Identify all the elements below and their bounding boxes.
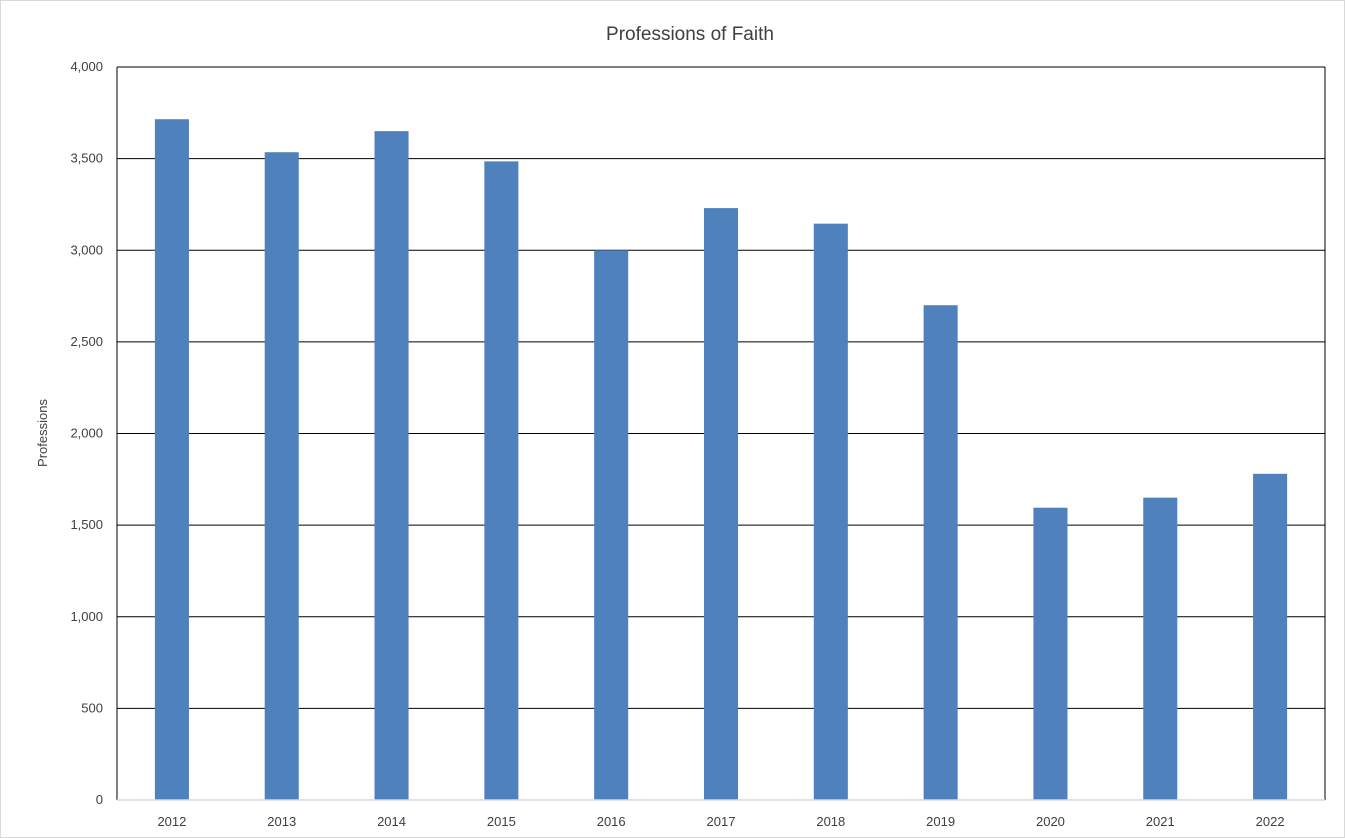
bar-2020	[1033, 507, 1068, 800]
y-tick-label: 4,000	[70, 59, 103, 74]
x-tick-label: 2014	[377, 814, 406, 829]
x-tick-label: 2020	[1036, 814, 1065, 829]
bar-2014	[374, 131, 409, 800]
y-tick-label: 3,000	[70, 242, 103, 257]
y-tick-labels: 0 500 1,000 1,500 2,000 2,500 3,000 3,500 4,000	[70, 59, 103, 807]
y-tick-label: 0	[96, 792, 103, 807]
bar-2016	[594, 250, 629, 800]
y-axis-label: Professions	[35, 399, 50, 467]
x-tick-label: 2012	[157, 814, 186, 829]
y-tick-label: 500	[81, 700, 103, 715]
y-tick-label: 2,000	[70, 426, 103, 441]
y-tick-label: 1,500	[70, 517, 103, 532]
y-tick-label: 2,500	[70, 334, 103, 349]
y-tick-label: 1,000	[70, 609, 103, 624]
axes	[116, 66, 1326, 801]
bar-2018	[813, 223, 848, 800]
y-tick-label: 3,500	[70, 151, 103, 166]
x-tick-label: 2017	[707, 814, 736, 829]
x-tick-label: 2015	[487, 814, 516, 829]
bars	[154, 119, 1288, 801]
x-tick-label: 2022	[1256, 814, 1285, 829]
bar-2022	[1253, 473, 1288, 800]
x-tick-label: 2013	[267, 814, 296, 829]
bar-2012	[154, 119, 189, 800]
bar-2021	[1143, 497, 1178, 800]
x-tick-label: 2021	[1146, 814, 1175, 829]
chart-title: Professions of Faith	[606, 24, 774, 45]
x-tick-labels: 2012 2013 2014 2015 2016 2017 2018 2019 2020 2021…	[157, 814, 1284, 829]
bar-2015	[484, 161, 519, 800]
bar-2017	[703, 208, 739, 801]
x-tick-label: 2016	[597, 814, 626, 829]
bar-2019	[923, 305, 958, 800]
bar-2013	[264, 152, 299, 800]
x-tick-label: 2019	[926, 814, 955, 829]
x-tick-label: 2018	[816, 814, 845, 829]
